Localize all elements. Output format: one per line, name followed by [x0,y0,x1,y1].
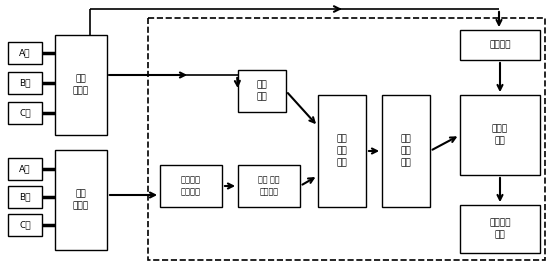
Text: 无线通讯
模块: 无线通讯 模块 [489,219,511,239]
Text: A相: A相 [19,49,31,57]
Text: 电流 电压
变换模块: 电流 电压 变换模块 [258,176,280,196]
Bar [8,72,42,94]
Bar [460,205,540,253]
Bar [238,165,300,207]
Text: A相: A相 [19,164,31,173]
Bar [8,158,42,180]
Bar [8,186,42,208]
Bar [8,214,42,236]
Bar [382,95,430,207]
Bar [55,35,107,135]
Text: 电源模块: 电源模块 [489,40,511,50]
Text: B相: B相 [19,192,31,202]
Bar [238,70,286,112]
Text: C相: C相 [19,108,31,118]
Bar [460,95,540,175]
Bar [55,150,107,250]
Bar [160,165,222,207]
Text: 变换
模块: 变换 模块 [257,80,267,101]
Text: 模数
转换
模块: 模数 转换 模块 [336,135,348,167]
Text: 控制器
模块: 控制器 模块 [492,125,508,146]
Bar [8,102,42,124]
Bar [148,18,545,260]
Text: 电压
电流器: 电压 电流器 [73,75,89,95]
Bar [318,95,366,207]
Bar [460,30,540,60]
Text: 智能
断路器: 智能 断路器 [73,190,89,210]
Text: 零序电流
读取模块: 零序电流 读取模块 [181,176,201,196]
Text: B相: B相 [19,79,31,88]
Bar [8,42,42,64]
Text: C相: C相 [19,221,31,230]
Text: 数据
处理
模块: 数据 处理 模块 [400,135,412,167]
